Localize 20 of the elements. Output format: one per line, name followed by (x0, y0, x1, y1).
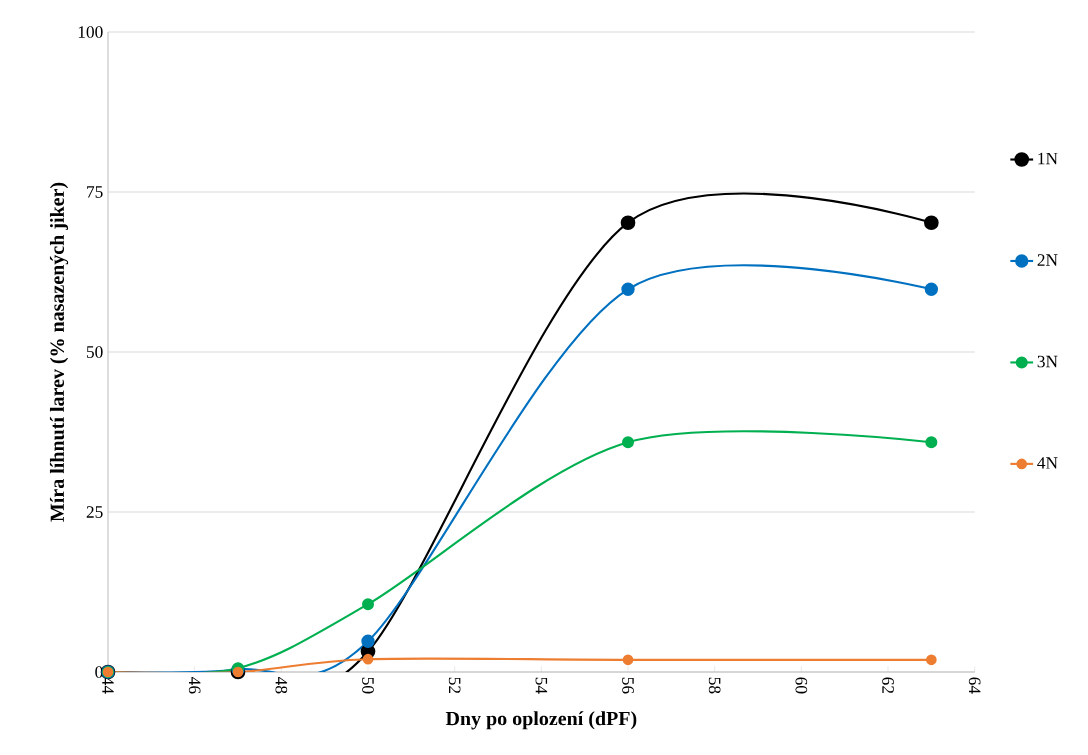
x-tick-label: 50 (362, 677, 374, 694)
legend-label: 3N (1037, 355, 1058, 368)
x-tick-label: 56 (622, 677, 634, 694)
y-axis-title: Míra líhnutí larev (% nasazených jiker) (49, 182, 69, 522)
legend-label: 1N (1038, 152, 1058, 165)
x-tick-label: 54 (535, 677, 548, 694)
legend-label: 2N (1037, 254, 1058, 266)
x-axis-title: Dny po oplození (dPF) (445, 711, 637, 730)
x-tick-label: 58 (708, 677, 721, 694)
y-tick-label: 100 (78, 26, 103, 38)
x-tick-label: 48 (275, 677, 288, 694)
legend-label: 4N (1037, 457, 1058, 469)
x-tick-label: 46 (188, 677, 201, 694)
y-tick-label: 50 (86, 346, 103, 359)
x-tick-label: 62 (882, 677, 894, 694)
x-tick-label: 52 (448, 677, 461, 694)
y-tick-label: 25 (86, 506, 103, 518)
y-tick-label: 75 (87, 186, 103, 198)
x-tick-label: 60 (795, 677, 808, 694)
x-tick-label: 64 (968, 677, 981, 694)
